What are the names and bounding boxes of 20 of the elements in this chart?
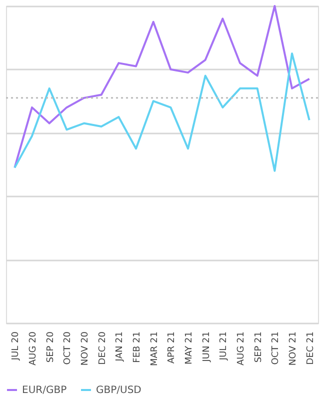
x-tick-label: NOV 21 xyxy=(288,332,298,366)
x-tick-label: APR 21 xyxy=(167,332,178,364)
x-tick-label: AUG 20 xyxy=(28,331,38,366)
x-tick-label: MAR 21 xyxy=(150,332,160,366)
x-tick-label: OCT 21 xyxy=(271,332,282,365)
x-tick-label: OCT 20 xyxy=(63,331,74,365)
x-tick-label: FEB 21 xyxy=(132,332,142,363)
x-tick-label: SEP 20 xyxy=(46,331,56,363)
x-tick-label: MAY 21 xyxy=(184,332,194,365)
x-tick-label: DEC 21 xyxy=(306,332,316,365)
legend-label: GBP/USD xyxy=(96,385,142,396)
x-tick-label: SEP 21 xyxy=(254,332,264,363)
x-tick-label: DEC 20 xyxy=(98,331,108,365)
x-tick-label: NOV 20 xyxy=(80,331,90,366)
legend-label: EUR/GBP xyxy=(22,385,67,396)
x-tick-label: JAN 21 xyxy=(115,332,126,362)
x-tick-label: AUG 21 xyxy=(236,332,246,366)
x-tick-label: JUL 21 xyxy=(219,332,230,362)
x-tick-label: JUL 20 xyxy=(11,331,22,362)
x-tick-label: JUN 21 xyxy=(202,332,212,363)
